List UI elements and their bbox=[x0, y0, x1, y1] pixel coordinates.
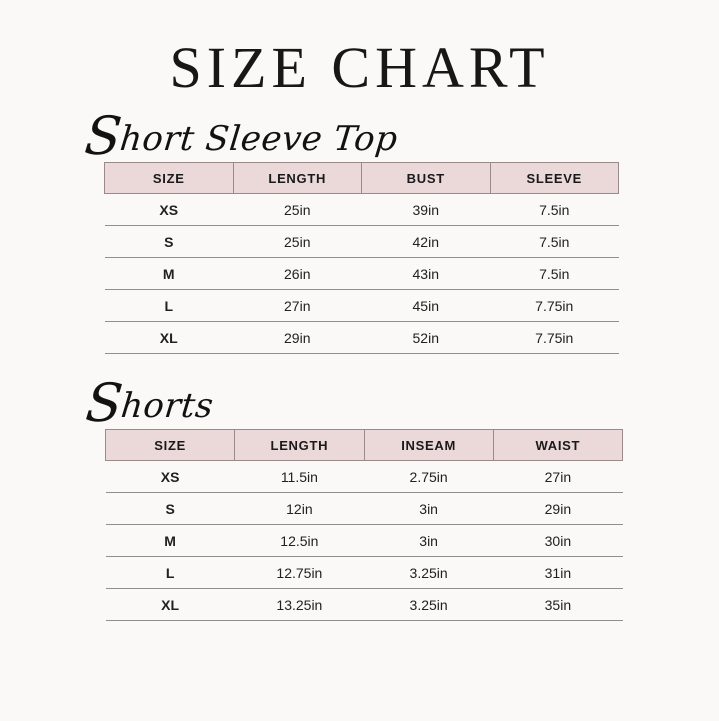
table-row: M 12.5in 3in 30in bbox=[105, 524, 623, 557]
cell-bust: 42in bbox=[361, 225, 490, 258]
cell-length: 25in bbox=[233, 193, 362, 226]
cell-inseam: 3in bbox=[364, 524, 494, 557]
section-heading-initial: S bbox=[83, 373, 125, 434]
cell-waist: 27in bbox=[493, 460, 623, 493]
column-header-size: SIZE bbox=[104, 162, 234, 194]
table-row: S 12in 3in 29in bbox=[105, 492, 623, 525]
cell-size: XL bbox=[104, 321, 233, 354]
cell-length: 27in bbox=[233, 289, 362, 322]
cell-size: XS bbox=[105, 460, 235, 493]
cell-size: XS bbox=[104, 193, 233, 226]
cell-bust: 43in bbox=[361, 257, 490, 290]
section-heading-text: horts bbox=[119, 386, 216, 426]
table-row: XS 25in 39in 7.5in bbox=[104, 193, 619, 226]
cell-size: L bbox=[104, 289, 233, 322]
cell-length: 12in bbox=[234, 492, 364, 525]
cell-sleeve: 7.5in bbox=[490, 225, 619, 258]
column-header-sleeve: SLEEVE bbox=[489, 162, 619, 194]
cell-bust: 52in bbox=[361, 321, 490, 354]
table-row: M 26in 43in 7.5in bbox=[104, 257, 619, 290]
cell-sleeve: 7.75in bbox=[490, 289, 619, 322]
table-row: XS 11.5in 2.75in 27in bbox=[105, 460, 623, 493]
table-row: XL 29in 52in 7.75in bbox=[104, 321, 619, 354]
cell-sleeve: 7.75in bbox=[490, 321, 619, 354]
table-row: L 27in 45in 7.75in bbox=[104, 289, 619, 322]
cell-inseam: 2.75in bbox=[364, 460, 494, 493]
cell-length: 11.5in bbox=[234, 460, 364, 493]
cell-length: 12.75in bbox=[234, 556, 364, 589]
cell-length: 25in bbox=[233, 225, 362, 258]
column-header-waist: WAIST bbox=[492, 429, 624, 461]
size-chart-section-shorts: Shorts SIZE LENGTH INSEAM WAIST XS 11.5i… bbox=[83, 373, 626, 621]
cell-sleeve: 7.5in bbox=[490, 193, 619, 226]
section-heading-text: hort Sleeve Top bbox=[118, 119, 400, 159]
cell-bust: 39in bbox=[361, 193, 490, 226]
cell-size: XL bbox=[105, 588, 235, 621]
column-header-inseam: INSEAM bbox=[363, 429, 494, 461]
section-heading-initial: S bbox=[82, 106, 124, 167]
cell-length: 26in bbox=[233, 257, 362, 290]
cell-size: L bbox=[105, 556, 235, 589]
cell-waist: 29in bbox=[493, 492, 623, 525]
table-row: S 25in 42in 7.5in bbox=[104, 225, 619, 258]
cell-inseam: 3.25in bbox=[364, 556, 494, 589]
cell-bust: 45in bbox=[361, 289, 490, 322]
cell-waist: 35in bbox=[493, 588, 623, 621]
cell-size: M bbox=[104, 257, 233, 290]
column-header-length: LENGTH bbox=[234, 429, 365, 461]
cell-inseam: 3in bbox=[364, 492, 494, 525]
size-table-shorts: SIZE LENGTH INSEAM WAIST XS 11.5in 2.75i… bbox=[104, 429, 624, 621]
size-chart-section-short-sleeve-top: Short Sleeve Top SIZE LENGTH BUST SLEEVE… bbox=[82, 106, 625, 354]
cell-waist: 30in bbox=[493, 524, 623, 557]
size-table-short-sleeve-top: SIZE LENGTH BUST SLEEVE XS 25in 39in 7.5… bbox=[104, 162, 619, 354]
table-row: XL 13.25in 3.25in 35in bbox=[105, 588, 623, 621]
cell-inseam: 3.25in bbox=[364, 588, 494, 621]
section-heading-shorts: Shorts bbox=[83, 373, 626, 434]
table-row: L 12.75in 3.25in 31in bbox=[105, 556, 623, 589]
column-header-length: LENGTH bbox=[232, 162, 362, 194]
cell-size: S bbox=[104, 225, 233, 258]
cell-length: 12.5in bbox=[234, 524, 364, 557]
cell-size: M bbox=[105, 524, 235, 557]
section-heading-short-sleeve-top: Short Sleeve Top bbox=[82, 106, 625, 167]
column-header-bust: BUST bbox=[361, 162, 491, 194]
cell-size: S bbox=[105, 492, 235, 525]
column-header-size: SIZE bbox=[104, 429, 236, 461]
cell-sleeve: 7.5in bbox=[490, 257, 619, 290]
page-title: SIZE CHART bbox=[169, 35, 550, 100]
cell-waist: 31in bbox=[493, 556, 623, 589]
cell-length: 29in bbox=[233, 321, 362, 354]
table-header-row: SIZE LENGTH BUST SLEEVE bbox=[104, 162, 619, 194]
cell-length: 13.25in bbox=[234, 588, 364, 621]
table-header-row: SIZE LENGTH INSEAM WAIST bbox=[104, 429, 624, 461]
